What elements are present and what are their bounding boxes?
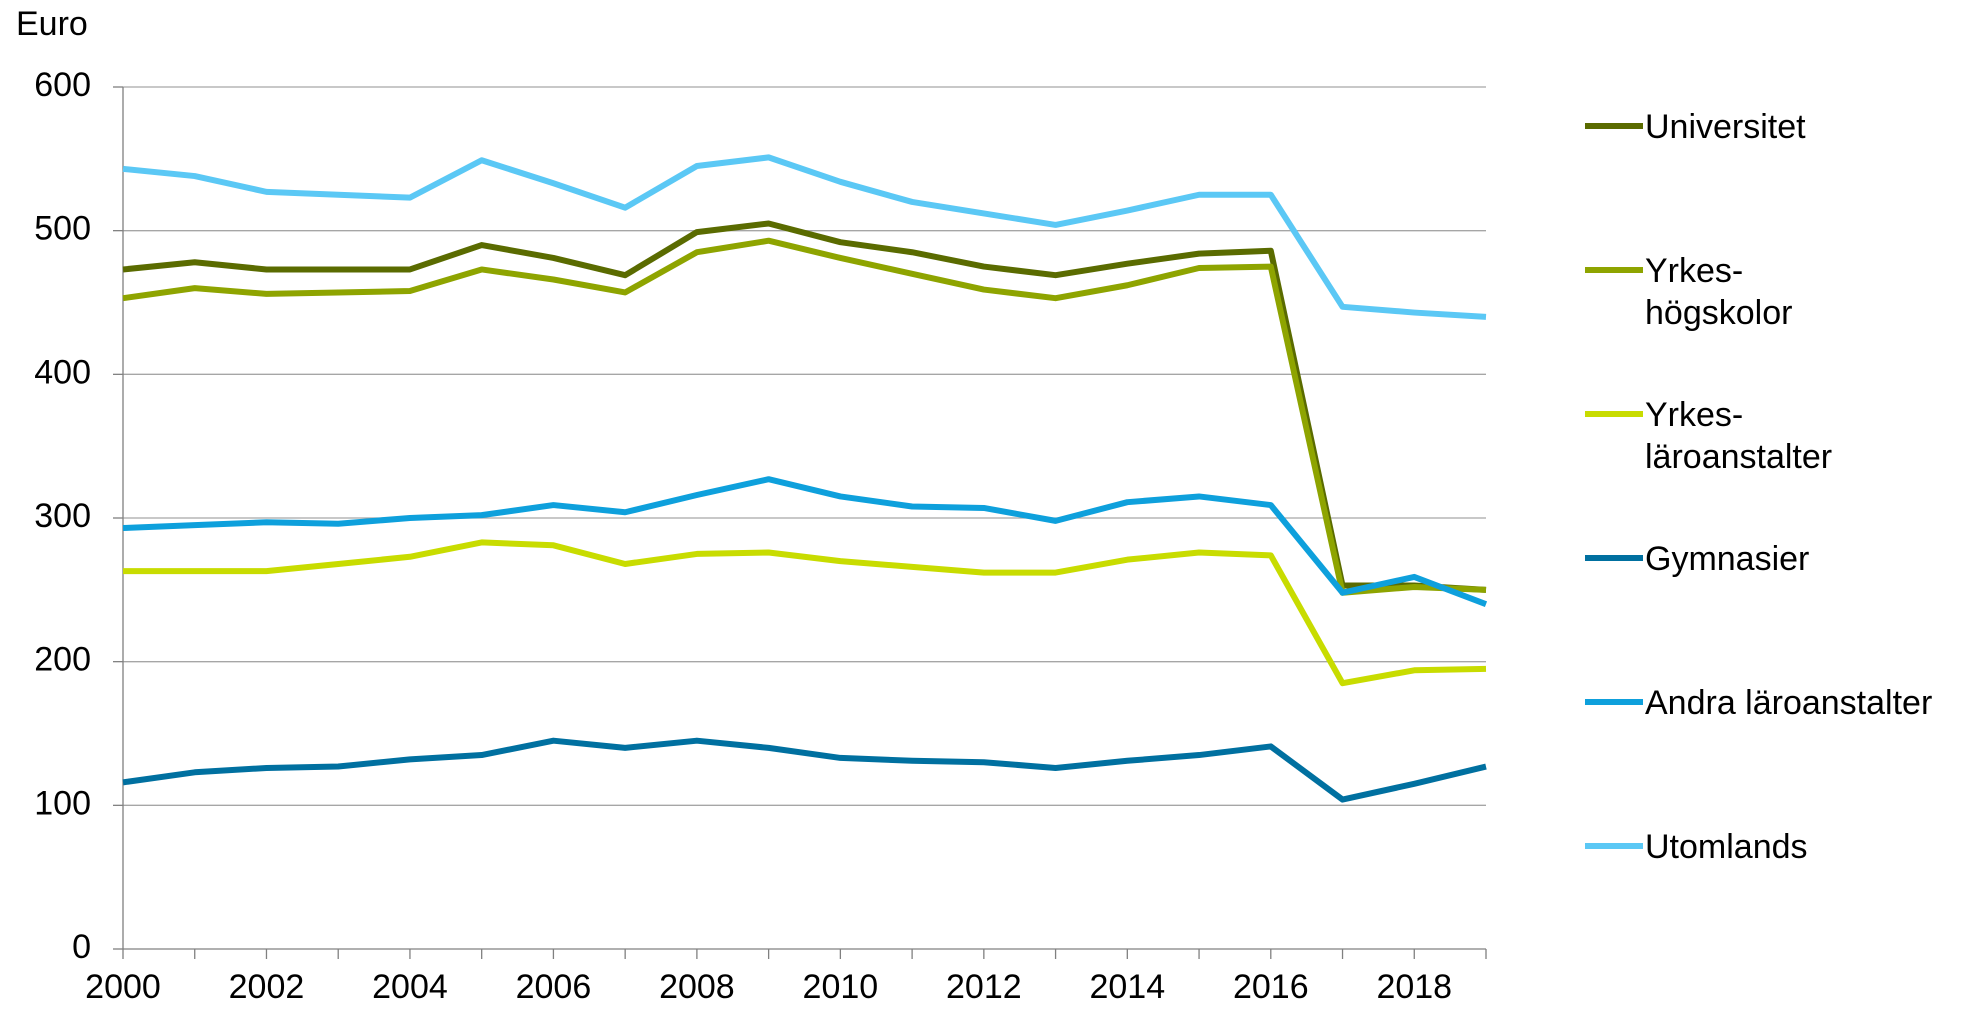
legend-label: Universitet bbox=[1645, 108, 1806, 146]
series-line bbox=[122, 154, 1487, 320]
x-tick-label: 2016 bbox=[1233, 968, 1309, 1006]
y-axis-label: Euro bbox=[16, 5, 88, 43]
legend-swatch bbox=[1585, 267, 1643, 273]
series-line bbox=[122, 737, 1487, 803]
series-line bbox=[123, 539, 1487, 687]
y-tick-label: 0 bbox=[72, 928, 91, 966]
series-line bbox=[122, 237, 1487, 596]
legend-item: Andra läroanstalter bbox=[1585, 682, 1932, 724]
legend-item: Gymnasier bbox=[1585, 538, 1809, 580]
legend-label: Gymnasier bbox=[1645, 540, 1810, 578]
y-tick-label: 400 bbox=[34, 353, 91, 391]
x-tick-label: 2008 bbox=[659, 968, 735, 1006]
legend-label: Utomlands bbox=[1645, 828, 1808, 866]
legend-swatch bbox=[1585, 843, 1643, 849]
legend-label: Andra läroanstalter bbox=[1645, 684, 1933, 722]
x-tick-label: 2002 bbox=[229, 968, 305, 1006]
legend-item: Yrkes- högskolor bbox=[1585, 250, 1792, 334]
x-tick-label: 2014 bbox=[1089, 968, 1165, 1006]
legend-label: Yrkes- högskolor bbox=[1645, 252, 1793, 332]
legend-label: Yrkes- läroanstalter bbox=[1645, 396, 1833, 476]
series-line bbox=[122, 220, 1487, 593]
legend-swatch bbox=[1585, 699, 1643, 705]
y-tick-label: 300 bbox=[34, 497, 91, 535]
x-tick-label: 2018 bbox=[1376, 968, 1452, 1006]
y-tick-label: 600 bbox=[34, 66, 91, 104]
legend-swatch bbox=[1585, 411, 1643, 417]
x-tick-label: 2012 bbox=[946, 968, 1022, 1006]
y-tick-label: 200 bbox=[34, 641, 91, 679]
x-tick-label: 2000 bbox=[85, 968, 161, 1006]
legend-swatch bbox=[1585, 123, 1643, 129]
legend-item: Universitet bbox=[1585, 106, 1806, 148]
series-line bbox=[122, 476, 1488, 608]
legend-swatch bbox=[1585, 555, 1643, 561]
legend-item: Yrkes- läroanstalter bbox=[1585, 394, 1832, 478]
y-tick-label: 100 bbox=[34, 784, 91, 822]
x-tick-label: 2004 bbox=[372, 968, 448, 1006]
legend-item: Utomlands bbox=[1585, 826, 1808, 868]
y-tick-label: 500 bbox=[34, 210, 91, 248]
x-tick-label: 2006 bbox=[516, 968, 592, 1006]
x-tick-label: 2010 bbox=[803, 968, 879, 1006]
